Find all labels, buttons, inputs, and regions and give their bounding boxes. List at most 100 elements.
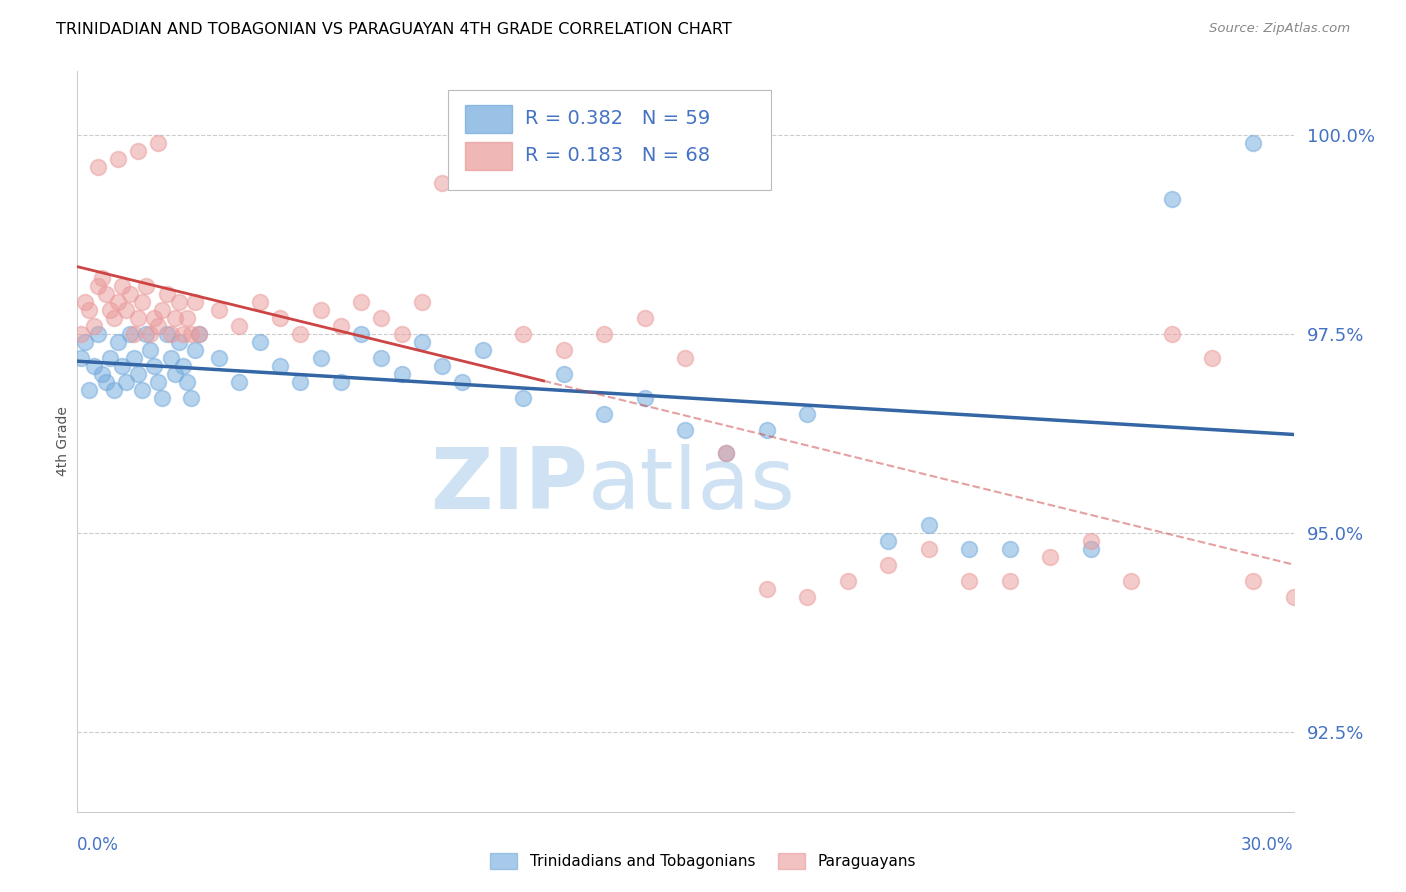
Point — [159, 327, 181, 342]
Point — [512, 327, 534, 342]
Point — [796, 407, 818, 421]
Point — [1282, 590, 1305, 604]
Point — [111, 279, 134, 293]
Y-axis label: 4th Grade: 4th Grade — [56, 407, 70, 476]
Point — [90, 271, 112, 285]
Point — [998, 541, 1021, 556]
Point — [163, 367, 186, 381]
Point — [122, 327, 145, 342]
Point — [86, 327, 108, 342]
Point — [329, 375, 352, 389]
Point — [131, 383, 153, 397]
Point — [152, 391, 174, 405]
Point — [675, 423, 697, 437]
Point — [877, 534, 900, 549]
Point — [184, 343, 207, 357]
Point — [1201, 351, 1223, 365]
Point — [152, 303, 174, 318]
Point — [143, 359, 166, 373]
Text: TRINIDADIAN AND TOBAGONIAN VS PARAGUAYAN 4TH GRADE CORRELATION CHART: TRINIDADIAN AND TOBAGONIAN VS PARAGUAYAN… — [56, 22, 733, 37]
Point — [148, 319, 170, 334]
Point — [370, 311, 392, 326]
Point — [411, 334, 433, 349]
Point — [86, 160, 108, 174]
Point — [98, 351, 121, 365]
Point — [135, 327, 157, 342]
Point — [139, 343, 162, 357]
Point — [180, 327, 202, 342]
Point — [127, 311, 149, 326]
Point — [90, 367, 112, 381]
Point — [94, 375, 117, 389]
Point — [155, 287, 177, 301]
Point — [755, 423, 778, 437]
Point — [115, 375, 138, 389]
Point — [309, 351, 332, 365]
Point — [634, 311, 657, 326]
Point — [1080, 541, 1102, 556]
Point — [249, 334, 271, 349]
Point — [188, 327, 211, 342]
Legend: Trinidadians and Tobagonians, Paraguayans: Trinidadians and Tobagonians, Paraguayan… — [484, 847, 922, 875]
Point — [391, 367, 413, 381]
FancyBboxPatch shape — [449, 90, 770, 190]
Point — [75, 334, 97, 349]
Point — [796, 590, 818, 604]
Point — [143, 311, 166, 326]
Point — [228, 375, 250, 389]
Point — [167, 334, 190, 349]
Point — [269, 311, 291, 326]
Point — [163, 311, 186, 326]
Point — [148, 136, 170, 150]
Point — [83, 319, 105, 334]
Point — [107, 334, 129, 349]
Point — [350, 327, 373, 342]
FancyBboxPatch shape — [465, 104, 512, 133]
Point — [172, 359, 194, 373]
Point — [155, 327, 177, 342]
Point — [75, 295, 97, 310]
Point — [167, 295, 190, 310]
Point — [115, 303, 138, 318]
Point — [432, 176, 454, 190]
Point — [675, 351, 697, 365]
Point — [131, 295, 153, 310]
Point — [1241, 136, 1264, 150]
Point — [593, 327, 616, 342]
Point — [159, 351, 181, 365]
Point — [1161, 192, 1184, 206]
Point — [593, 407, 616, 421]
Point — [309, 303, 332, 318]
Point — [471, 343, 494, 357]
Point — [127, 144, 149, 158]
Point — [471, 144, 494, 158]
Point — [1121, 574, 1143, 588]
Point — [350, 295, 373, 310]
Point — [188, 327, 211, 342]
Point — [86, 279, 108, 293]
Point — [208, 303, 231, 318]
Point — [107, 295, 129, 310]
Point — [269, 359, 291, 373]
Point — [1080, 534, 1102, 549]
Text: 30.0%: 30.0% — [1241, 836, 1294, 854]
Point — [127, 367, 149, 381]
Text: 0.0%: 0.0% — [77, 836, 120, 854]
Text: R = 0.382   N = 59: R = 0.382 N = 59 — [524, 109, 710, 128]
Point — [755, 582, 778, 596]
FancyBboxPatch shape — [465, 142, 512, 169]
Point — [208, 351, 231, 365]
Point — [391, 327, 413, 342]
Point — [290, 327, 312, 342]
Point — [634, 391, 657, 405]
Point — [111, 359, 134, 373]
Point — [70, 351, 93, 365]
Point — [1241, 574, 1264, 588]
Point — [553, 367, 575, 381]
Point — [172, 327, 194, 342]
Point — [492, 128, 515, 142]
Point — [714, 446, 737, 460]
Point — [957, 541, 980, 556]
Point — [877, 558, 900, 572]
Point — [1039, 549, 1062, 564]
